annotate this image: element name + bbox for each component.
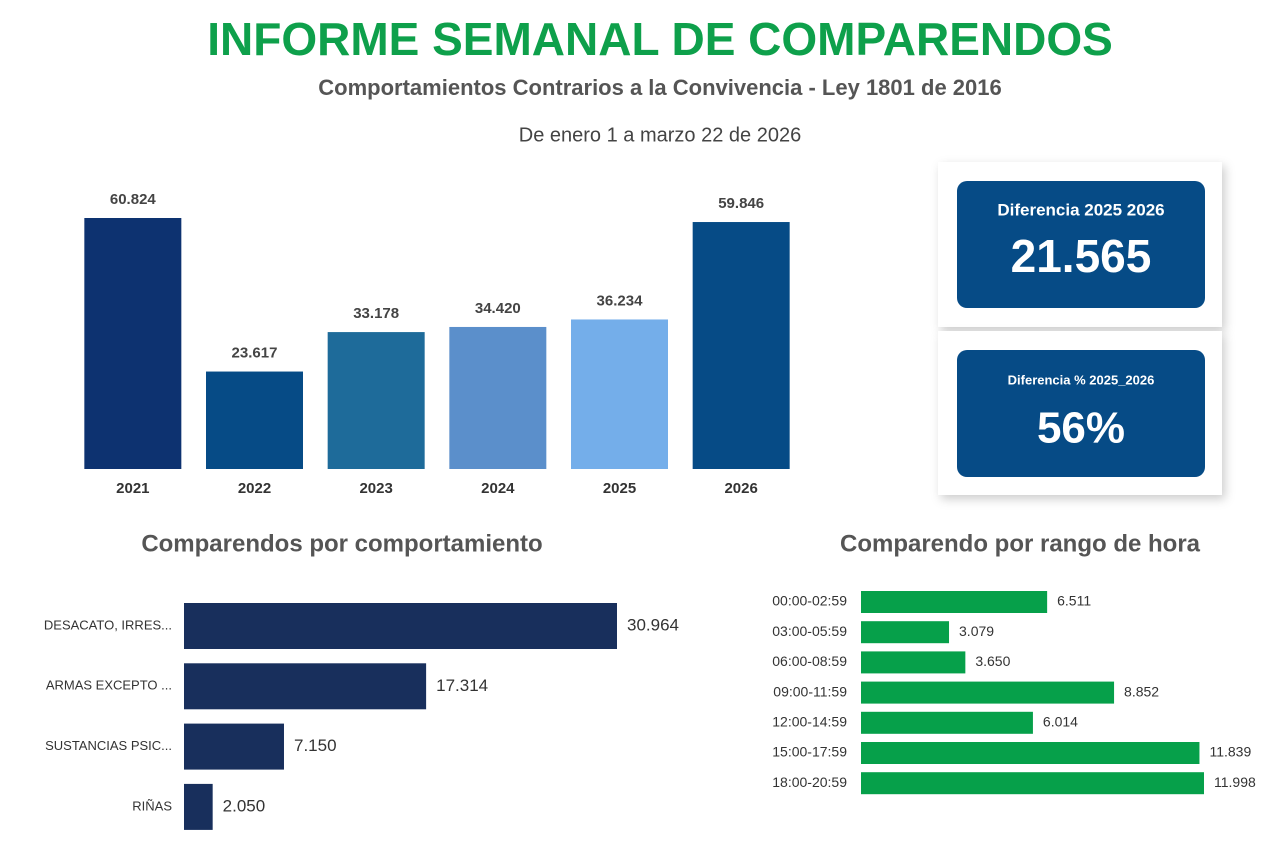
kpi-value: 21.565: [1011, 230, 1152, 282]
y-tick-label: 09:00-11:59: [773, 683, 847, 699]
bar: [449, 326, 547, 469]
bar: [184, 783, 213, 830]
kpi-card: [957, 181, 1205, 308]
value-label: 3.079: [959, 623, 994, 639]
value-label: 11.839: [1209, 744, 1251, 760]
period: De enero 1 a marzo 22 de 2026: [519, 124, 801, 146]
value-label: 23.617: [232, 345, 278, 362]
y-tick-label: SUSTANCIAS PSIC...: [45, 738, 172, 753]
x-tick-label: 2022: [238, 480, 271, 497]
value-label: 34.420: [475, 300, 521, 317]
bar: [861, 621, 950, 644]
kpi-value: 56%: [1037, 404, 1125, 453]
bar: [861, 651, 966, 674]
bar: [184, 603, 617, 649]
x-tick-label: 2024: [481, 480, 515, 497]
value-label: 11.998: [1214, 774, 1256, 790]
value-label: 59.846: [718, 195, 764, 212]
value-label: 33.178: [353, 305, 399, 322]
y-tick-label: RIÑAS: [132, 798, 172, 813]
x-tick-label: 2023: [359, 480, 392, 497]
bar: [184, 723, 284, 770]
y-tick-label: 18:00-20:59: [772, 774, 847, 790]
x-tick-label: 2021: [116, 480, 149, 497]
value-label: 60.824: [110, 191, 157, 208]
bar: [861, 711, 1033, 734]
bar: [861, 681, 1115, 704]
bar: [327, 332, 425, 469]
chart-title: Comparendos por comportamiento: [141, 530, 542, 557]
value-label: 6.511: [1057, 593, 1091, 609]
x-tick-label: 2025: [603, 480, 636, 497]
y-tick-label: 12:00-14:59: [772, 714, 847, 730]
value-label: 17.314: [436, 676, 488, 695]
value-label: 30.964: [627, 615, 679, 634]
x-tick-label: 2026: [724, 480, 757, 497]
bar: [861, 772, 1204, 795]
y-tick-label: DESACATO, IRRES...: [44, 617, 172, 632]
bar: [861, 591, 1048, 613]
value-label: 6.014: [1043, 714, 1078, 730]
page-subtitle: Comportamientos Contrarios a la Conviven…: [318, 75, 1001, 100]
y-tick-label: ARMAS EXCEPTO ...: [46, 678, 172, 693]
bar: [861, 742, 1200, 764]
kpi-label: Diferencia 2025 2026: [997, 200, 1164, 219]
kpi-card: [957, 350, 1205, 477]
bar: [184, 663, 427, 710]
y-tick-label: 00:00-02:59: [772, 593, 847, 609]
bar: [692, 222, 790, 469]
bar: [84, 218, 182, 469]
y-tick-label: 15:00-17:59: [772, 744, 847, 760]
bar: [571, 319, 668, 469]
value-label: 7.150: [294, 736, 337, 755]
y-tick-label: 06:00-08:59: [772, 653, 847, 669]
value-label: 3.650: [975, 653, 1010, 669]
chart-title: Comparendo por rango de hora: [840, 530, 1201, 557]
page-title: INFORME SEMANAL DE COMPARENDOS: [207, 13, 1113, 65]
kpi-label: Diferencia % 2025_2026: [1008, 372, 1155, 387]
value-label: 8.852: [1124, 683, 1159, 699]
bar: [206, 371, 303, 469]
y-tick-label: 03:00-05:59: [772, 623, 847, 639]
value-label: 2.050: [223, 796, 266, 815]
value-label: 36.234: [597, 292, 644, 309]
